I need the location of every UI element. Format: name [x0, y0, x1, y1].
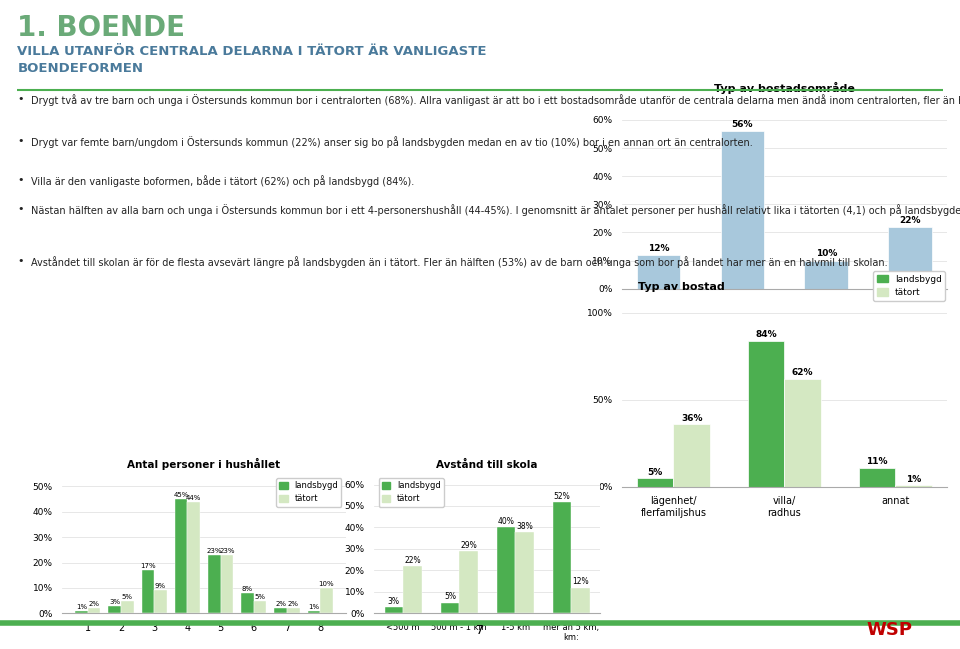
Text: 2%: 2% [276, 601, 286, 607]
Legend: landsbygd, tätort: landsbygd, tätort [276, 478, 342, 507]
Legend: landsbygd, tätort: landsbygd, tätort [378, 478, 444, 507]
Text: 38%: 38% [516, 522, 533, 531]
Text: Avståndet till skolan är för de flesta avsevärt längre på landsbygden än i tätor: Avståndet till skolan är för de flesta a… [31, 256, 887, 268]
Text: 84%: 84% [756, 330, 777, 339]
Text: 8%: 8% [242, 586, 253, 592]
Text: 56%: 56% [732, 120, 754, 129]
Text: 3%: 3% [109, 598, 120, 605]
Text: 40%: 40% [497, 517, 515, 526]
Bar [496, 528, 516, 613]
Text: 44%: 44% [186, 495, 202, 500]
Text: 12%: 12% [572, 578, 588, 587]
Text: 12%: 12% [648, 244, 669, 252]
Bar [187, 502, 200, 613]
Bar [320, 588, 333, 613]
Bar [253, 600, 266, 613]
Title: Avstånd till skola: Avstånd till skola [437, 460, 538, 471]
Text: •: • [17, 256, 24, 266]
Bar [553, 502, 571, 613]
Text: 22%: 22% [404, 556, 420, 565]
Text: 2%: 2% [288, 601, 299, 607]
Bar [896, 485, 932, 487]
Bar [636, 478, 673, 487]
Text: 23%: 23% [206, 548, 222, 554]
Text: •: • [17, 175, 24, 185]
Bar [673, 424, 710, 487]
Text: 10%: 10% [319, 581, 334, 587]
Text: •: • [17, 204, 24, 214]
Text: 22%: 22% [900, 215, 921, 225]
Text: 9%: 9% [155, 583, 166, 589]
Text: Typ av bostad: Typ av bostad [638, 282, 725, 292]
Bar [636, 255, 681, 289]
Text: 7: 7 [476, 624, 484, 637]
Bar [571, 587, 589, 613]
Text: 29%: 29% [460, 541, 477, 550]
Bar [155, 591, 167, 613]
Text: 5%: 5% [122, 594, 132, 600]
Bar [784, 379, 821, 487]
Bar [804, 261, 848, 289]
Text: 10%: 10% [816, 249, 837, 258]
Bar [858, 467, 896, 487]
Bar [721, 131, 764, 289]
Text: 1%: 1% [906, 474, 922, 484]
Bar [287, 608, 300, 613]
Bar [221, 555, 233, 613]
Bar [748, 341, 784, 487]
Legend: landsbygd, tätort: landsbygd, tätort [874, 271, 946, 301]
Text: 62%: 62% [792, 369, 813, 378]
Text: 5%: 5% [647, 468, 662, 476]
Bar [208, 555, 221, 613]
Text: •: • [17, 136, 24, 146]
Text: 52%: 52% [554, 491, 570, 500]
Bar [888, 227, 932, 289]
Title: Antal personer i hushållet: Antal personer i hushållet [128, 458, 280, 471]
Bar [459, 551, 478, 613]
Text: 1. BOENDE: 1. BOENDE [17, 14, 185, 42]
Text: 11%: 11% [866, 457, 888, 466]
Text: Nästan hälften av alla barn och unga i Östersunds kommun bor i ett 4-personershu: Nästan hälften av alla barn och unga i Ö… [31, 204, 960, 216]
Bar [307, 611, 320, 613]
Bar [175, 499, 187, 613]
Title: Typ av bostadsområde: Typ av bostadsområde [714, 82, 854, 94]
Text: 1%: 1% [76, 604, 87, 610]
Bar [403, 566, 421, 613]
Text: 23%: 23% [219, 548, 234, 554]
Bar [75, 611, 88, 613]
Bar [108, 606, 121, 613]
Text: Villa är den vanligaste boformen, både i tätort (62%) och på landsbygd (84%).: Villa är den vanligaste boformen, både i… [31, 175, 414, 187]
Bar [441, 602, 459, 613]
Text: 3%: 3% [388, 597, 400, 606]
Bar [88, 608, 101, 613]
Bar [142, 570, 155, 613]
Text: •: • [17, 94, 24, 104]
Text: 1%: 1% [308, 604, 320, 610]
Bar [275, 608, 287, 613]
Text: 5%: 5% [444, 593, 456, 602]
Text: Drygt var femte barn/ungdom i Östersunds kommun (22%) anser sig bo på landsbygde: Drygt var femte barn/ungdom i Östersunds… [31, 136, 753, 148]
Text: WSP: WSP [866, 621, 912, 639]
Text: 2%: 2% [88, 601, 100, 607]
Text: 36%: 36% [681, 413, 703, 422]
Text: 45%: 45% [174, 492, 189, 498]
Bar [385, 607, 403, 613]
Text: 5%: 5% [254, 594, 266, 600]
Text: VILLA UTANFÖR CENTRALA DELARNA I TÄTORT ÄR VANLIGASTE
BOENDEFORMEN: VILLA UTANFÖR CENTRALA DELARNA I TÄTORT … [17, 45, 487, 75]
Bar [516, 532, 534, 613]
Bar [121, 600, 133, 613]
Text: Drygt två av tre barn och unga i Östersunds kommun bor i centralorten (68%). All: Drygt två av tre barn och unga i Östersu… [31, 94, 960, 106]
Bar [241, 593, 253, 613]
Text: 17%: 17% [140, 563, 156, 569]
